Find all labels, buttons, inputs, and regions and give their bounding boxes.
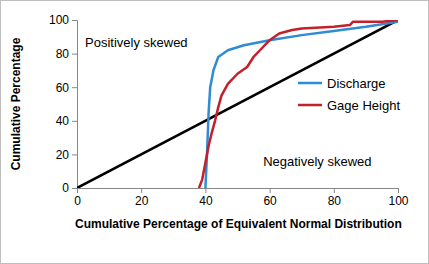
x-axis-title-line: Cumulative Percentage of Equivalent Norm…: [75, 217, 402, 231]
tick-mark: [270, 188, 271, 193]
tick-label: 60: [56, 81, 70, 95]
tick-mark: [72, 54, 77, 55]
tick: 20: [135, 188, 149, 208]
tick-mark: [72, 154, 77, 155]
legend-swatch: [298, 82, 322, 85]
tick-mark: [141, 188, 142, 193]
tick-label: 40: [56, 114, 70, 128]
annotation: Positively skewed: [85, 35, 188, 50]
axis-line: [72, 21, 78, 189]
axis-line: [78, 189, 399, 194]
legend: Discharge Gage Height: [298, 76, 400, 113]
tick: 100: [49, 13, 77, 27]
x-axis: 0 20 40 60 80 100: [74, 188, 409, 208]
tick-mark: [398, 188, 399, 193]
tick: 40: [199, 188, 213, 208]
chart-frame: [1, 1, 429, 264]
tick-mark: [72, 121, 77, 122]
chart: 0 20 40 60 80 100 0 20 40 60 80 100 Positively skewe…: [0, 0, 429, 264]
tick: 0: [74, 188, 81, 208]
legend-label: Gage Height: [327, 98, 400, 113]
legend-swatch: [298, 104, 322, 107]
tick-label: 60: [263, 194, 277, 208]
tick-mark: [72, 87, 77, 88]
y-axis: 0 20 40 60 80 100: [49, 13, 78, 195]
tick: 20: [56, 148, 77, 162]
tick-label: 80: [56, 47, 70, 61]
tick-label: 0: [62, 181, 69, 195]
tick: 80: [56, 47, 77, 61]
tick-mark: [72, 20, 77, 21]
annotation: Negatively skewed: [263, 154, 371, 169]
tick-label: 100: [49, 13, 69, 27]
tick-label: 20: [135, 194, 149, 208]
tick-label: 80: [328, 194, 342, 208]
x-axis-title: Cumulative Percentage of Equivalent Norm…: [75, 217, 402, 231]
tick-label: 100: [388, 194, 408, 208]
y-axis-title: Cumulative Percentage: [9, 37, 23, 170]
tick-mark: [205, 188, 206, 193]
tick-mark: [334, 188, 335, 193]
tick-label: 0: [74, 194, 81, 208]
plot: 0 20 40 60 80 100 0 20 40 60 80 100 Positively skewe…: [49, 13, 409, 207]
tick-label: 40: [199, 194, 213, 208]
tick: 60: [263, 188, 277, 208]
legend-label: Discharge: [327, 76, 386, 91]
tick-label: 20: [56, 148, 70, 162]
tick-mark: [72, 188, 77, 189]
tick: 40: [56, 114, 77, 128]
tick: 100: [388, 188, 408, 208]
tick: 60: [56, 81, 77, 95]
tick: 80: [328, 188, 342, 208]
tick: 0: [62, 181, 77, 195]
